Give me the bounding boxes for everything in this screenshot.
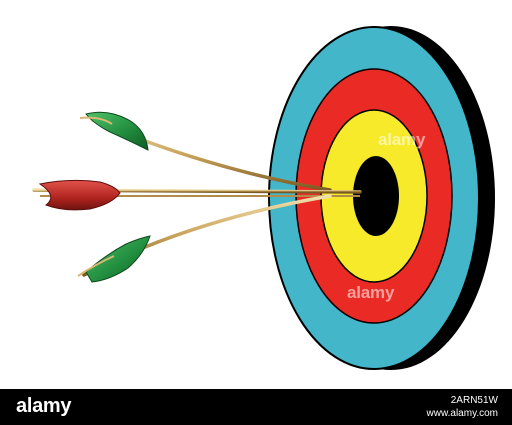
bullseye bbox=[353, 156, 399, 236]
footer-bar: alamy 2ARN51W www.alamy.com bbox=[0, 389, 512, 425]
site-url: www.alamy.com bbox=[426, 408, 499, 419]
middle-arrow bbox=[32, 179, 362, 211]
target-illustration bbox=[32, 26, 495, 370]
footer-logo: alamy bbox=[16, 395, 72, 417]
footer-meta: 2ARN51W www.alamy.com bbox=[427, 394, 499, 420]
middle-arrow-fletching bbox=[38, 179, 121, 211]
upper-arrow-fletching bbox=[85, 111, 149, 151]
lower-arrow bbox=[77, 194, 332, 283]
image-id: 2ARN51W bbox=[450, 395, 498, 406]
lower-arrow-fletching bbox=[85, 235, 151, 283]
upper-arrow bbox=[79, 111, 332, 192]
